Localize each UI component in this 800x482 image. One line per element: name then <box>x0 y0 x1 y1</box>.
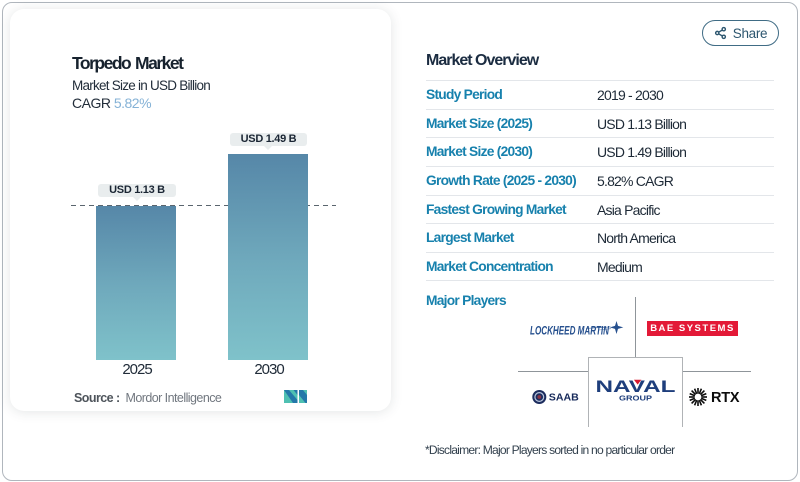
svg-text:GROUP: GROUP <box>619 394 652 403</box>
svg-text:SAAB: SAAB <box>549 393 579 404</box>
svg-text:NAVAL: NAVAL <box>595 377 675 396</box>
svg-text:LOCKHEED MARTIN: LOCKHEED MARTIN <box>530 323 609 337</box>
svg-text:RTX: RTX <box>711 390 740 406</box>
